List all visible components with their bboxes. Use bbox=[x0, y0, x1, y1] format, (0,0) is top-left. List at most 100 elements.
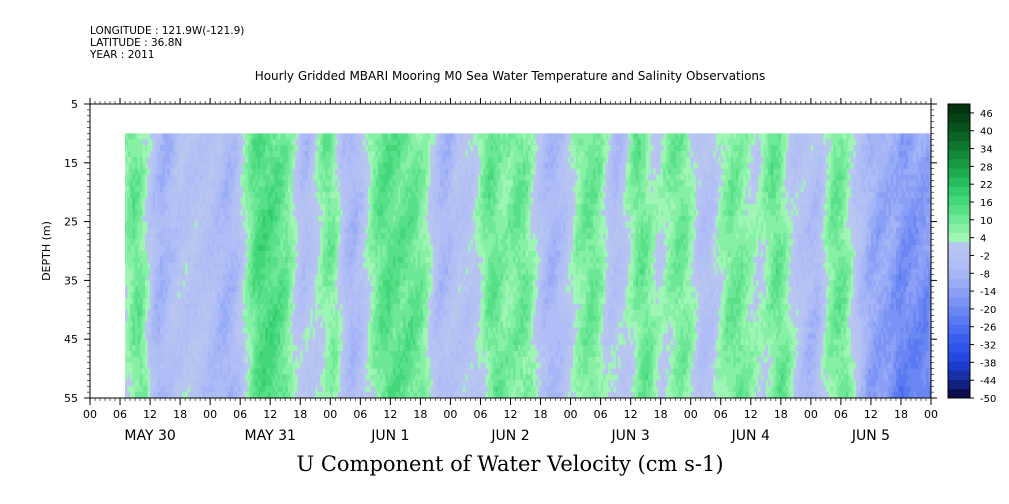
heatmap-cell bbox=[362, 215, 366, 222]
heatmap-cell bbox=[385, 262, 389, 270]
heatmap-cell bbox=[135, 251, 138, 258]
heatmap-cell bbox=[130, 192, 133, 199]
heatmap-cell bbox=[375, 368, 379, 375]
heatmap-cell bbox=[257, 303, 261, 311]
heatmap-cell bbox=[385, 392, 389, 399]
heatmap-cell bbox=[207, 186, 211, 193]
heatmap-cell bbox=[160, 186, 163, 193]
heatmap-cell bbox=[327, 368, 331, 375]
heatmap-cell bbox=[182, 227, 186, 234]
heatmap-cell bbox=[175, 215, 178, 222]
heatmap-cell bbox=[247, 280, 251, 287]
heatmap-cell bbox=[360, 280, 364, 287]
heatmap-cell bbox=[127, 303, 131, 311]
heatmap-cell bbox=[202, 298, 206, 305]
heatmap-cell bbox=[185, 280, 189, 287]
heatmap-cell bbox=[365, 215, 369, 222]
heatmap-cell bbox=[330, 227, 334, 234]
heatmap-cell bbox=[330, 262, 334, 270]
heatmap-cell bbox=[320, 139, 324, 146]
heatmap-cell bbox=[210, 168, 214, 175]
heatmap-cell bbox=[132, 350, 136, 358]
heatmap-cell bbox=[292, 345, 296, 352]
heatmap-cell bbox=[167, 203, 171, 211]
heatmap-cell bbox=[177, 156, 181, 164]
heatmap-cell bbox=[327, 362, 331, 369]
heatmap-cell bbox=[212, 362, 216, 369]
heatmap-cell bbox=[250, 339, 254, 346]
heatmap-cell bbox=[205, 315, 209, 322]
heatmap-cell bbox=[195, 174, 199, 181]
heatmap-cell bbox=[320, 368, 324, 375]
heatmap-cell bbox=[147, 180, 151, 187]
heatmap-cell bbox=[335, 245, 339, 252]
heatmap-cell bbox=[375, 174, 379, 181]
heatmap-cell bbox=[310, 180, 314, 187]
heatmap-cell bbox=[180, 362, 184, 369]
heatmap-cell bbox=[182, 174, 186, 181]
heatmap-cell bbox=[180, 168, 184, 175]
heatmap-cell bbox=[195, 345, 199, 352]
heatmap-cell bbox=[352, 333, 356, 340]
heatmap-cell bbox=[387, 298, 391, 305]
heatmap-cell bbox=[305, 327, 309, 334]
heatmap-cell bbox=[272, 303, 276, 311]
heatmap-cell bbox=[165, 151, 168, 158]
heatmap-cell bbox=[127, 203, 131, 211]
heatmap-cell bbox=[362, 298, 366, 305]
heatmap-cell bbox=[247, 356, 251, 364]
heatmap-cell bbox=[162, 298, 166, 305]
heatmap-cell bbox=[217, 374, 221, 381]
heatmap-cell bbox=[230, 386, 234, 393]
heatmap-cell bbox=[320, 245, 324, 252]
heatmap-cell bbox=[362, 233, 366, 240]
heatmap-cell bbox=[167, 380, 171, 387]
heatmap-cell bbox=[242, 256, 246, 264]
heatmap-cell bbox=[347, 251, 351, 258]
heatmap-cell bbox=[175, 280, 178, 287]
heatmap-cell bbox=[182, 303, 186, 311]
heatmap-cell bbox=[375, 151, 379, 158]
heatmap-cell bbox=[345, 374, 349, 381]
heatmap-cell bbox=[245, 321, 249, 328]
heatmap-cell bbox=[350, 156, 354, 164]
heatmap-cell bbox=[302, 268, 306, 275]
heatmap-cell bbox=[162, 174, 166, 181]
heatmap-cell bbox=[145, 327, 148, 334]
heatmap-cell bbox=[145, 309, 148, 317]
heatmap-cell bbox=[295, 227, 299, 234]
heatmap-cell bbox=[322, 333, 326, 340]
heatmap-cell bbox=[177, 321, 181, 328]
heatmap-cell bbox=[220, 192, 224, 199]
heatmap-cell bbox=[365, 180, 369, 187]
heatmap-cell bbox=[192, 239, 196, 246]
heatmap-cell bbox=[162, 239, 166, 246]
heatmap-cell bbox=[230, 198, 234, 205]
heatmap-cell bbox=[130, 239, 133, 246]
heatmap-cell bbox=[275, 309, 279, 317]
heatmap-cell bbox=[312, 321, 316, 328]
heatmap-cell bbox=[287, 162, 291, 170]
heatmap-cell bbox=[250, 262, 254, 270]
heatmap-cell bbox=[300, 239, 304, 246]
heatmap-cell bbox=[127, 215, 131, 222]
heatmap-cell bbox=[277, 133, 281, 140]
heatmap-cell bbox=[175, 356, 178, 364]
heatmap-cell bbox=[380, 315, 384, 322]
heatmap-cell bbox=[275, 321, 279, 328]
heatmap-cell bbox=[342, 162, 346, 170]
heatmap-cell bbox=[225, 203, 229, 211]
heatmap-cell bbox=[277, 292, 281, 299]
heatmap-cell bbox=[175, 192, 178, 199]
heatmap-cell bbox=[345, 174, 349, 181]
heatmap-cell bbox=[300, 145, 304, 152]
heatmap-cell bbox=[302, 145, 306, 152]
heatmap-cell bbox=[185, 392, 189, 399]
heatmap-cell bbox=[350, 262, 354, 270]
heatmap-cell bbox=[210, 386, 214, 393]
heatmap-cell bbox=[370, 274, 374, 281]
heatmap-cell bbox=[195, 133, 199, 140]
heatmap-cell bbox=[292, 327, 296, 334]
heatmap-cell bbox=[342, 356, 346, 364]
heatmap-cell bbox=[205, 186, 209, 193]
